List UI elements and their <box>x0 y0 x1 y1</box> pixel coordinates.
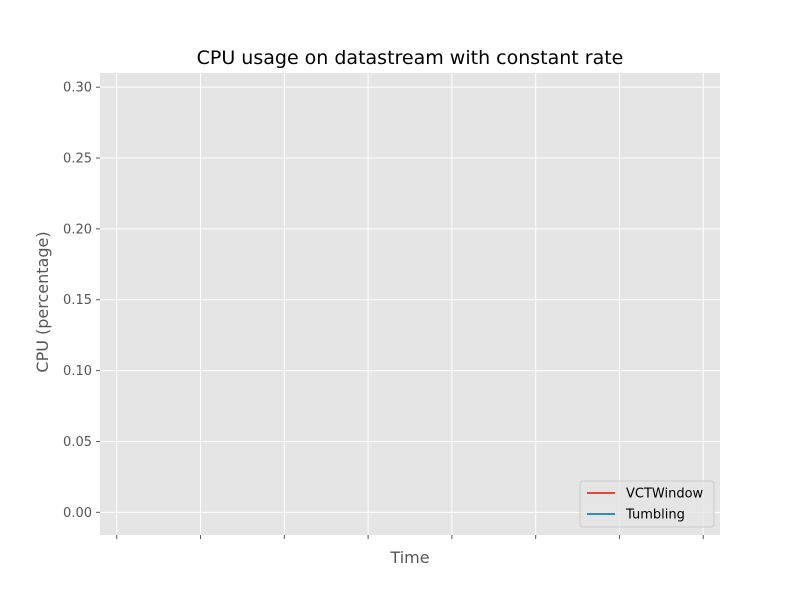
chart-title: CPU usage on datastream with constant ra… <box>197 47 624 69</box>
y-tick-label-3: 0.15 <box>63 293 92 308</box>
plot-area <box>100 73 720 535</box>
legend-label-vctwindow: VCTWindow <box>626 487 704 502</box>
axis-ticks: 0.00 0.05 0.10 0.15 0.20 0.25 0.30 <box>63 81 704 539</box>
grid-lines <box>100 73 720 535</box>
y-tick-label-4: 0.20 <box>63 222 92 237</box>
legend-label-tumbling: Tumbling <box>625 508 685 523</box>
y-axis-label: CPU (percentage) <box>33 231 52 372</box>
y-tick-label-5: 0.25 <box>63 152 92 167</box>
legend: VCTWindow Tumbling <box>579 480 715 528</box>
y-tick-label-0: 0.00 <box>63 506 92 521</box>
y-tick-label-1: 0.05 <box>63 435 92 450</box>
y-tick-label-2: 0.10 <box>63 364 92 379</box>
x-axis-label: Time <box>389 548 429 567</box>
y-tick-label-6: 0.30 <box>63 81 92 96</box>
